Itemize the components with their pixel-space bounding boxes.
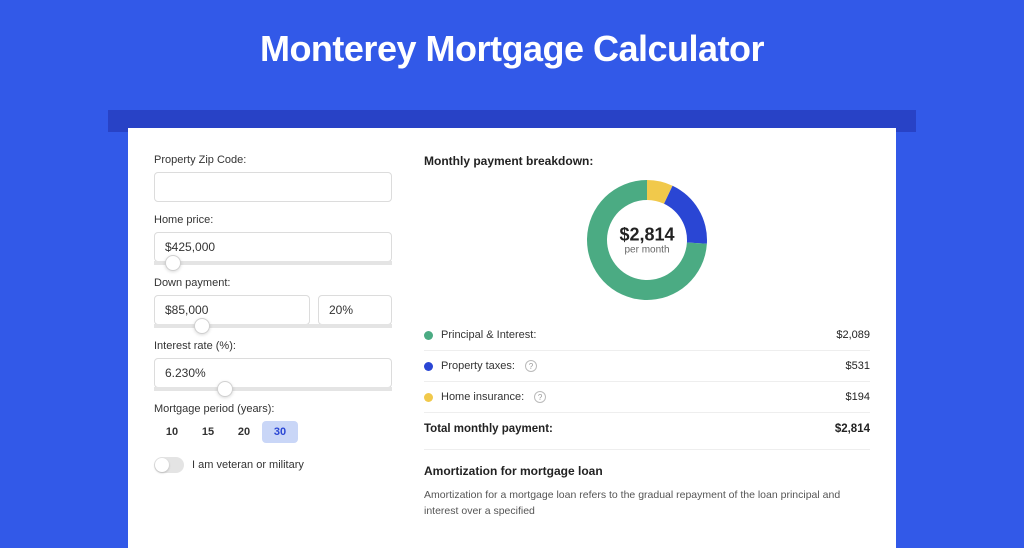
legend-list: Principal & Interest: $2,089 Property taxe…	[424, 320, 870, 412]
donut-amount: $2,814	[619, 225, 674, 246]
period-field-group: Mortgage period (years): 10152030	[154, 403, 406, 443]
legend-dot	[424, 393, 433, 402]
donut-center: $2,814 per month	[619, 225, 674, 256]
interest-rate-slider-thumb[interactable]	[217, 381, 233, 397]
total-row: Total monthly payment: $2,814	[424, 412, 870, 449]
home-price-field-group: Home price:	[154, 214, 406, 265]
period-option-15[interactable]: 15	[190, 421, 226, 443]
zip-input[interactable]	[154, 172, 392, 202]
home-price-label: Home price:	[154, 214, 406, 226]
donut-chart: $2,814 per month	[585, 178, 709, 302]
interest-rate-slider[interactable]	[154, 387, 392, 391]
down-payment-field-group: Down payment:	[154, 277, 406, 328]
home-price-slider[interactable]	[154, 261, 392, 265]
veteran-toggle-row: I am veteran or military	[154, 457, 406, 473]
legend-dot	[424, 362, 433, 371]
form-column: Property Zip Code: Home price: Down paym…	[128, 128, 406, 548]
period-option-20[interactable]: 20	[226, 421, 262, 443]
down-payment-slider-thumb[interactable]	[194, 318, 210, 334]
period-option-30[interactable]: 30	[262, 421, 298, 443]
legend-dot	[424, 331, 433, 340]
veteran-toggle-label: I am veteran or military	[192, 459, 304, 471]
amortization-text: Amortization for a mortgage loan refers …	[424, 488, 870, 520]
period-options: 10152030	[154, 421, 406, 443]
down-payment-pct-input[interactable]	[318, 295, 392, 325]
calculator-card: Property Zip Code: Home price: Down paym…	[128, 128, 896, 548]
period-label: Mortgage period (years):	[154, 403, 406, 415]
donut-chart-wrap: $2,814 per month	[424, 178, 870, 302]
legend-value: $194	[846, 391, 870, 403]
legend-row: Principal & Interest: $2,089	[424, 320, 870, 351]
interest-rate-input[interactable]	[154, 358, 392, 388]
legend-value: $2,089	[836, 329, 870, 341]
page-title: Monterey Mortgage Calculator	[0, 0, 1024, 90]
total-label: Total monthly payment:	[424, 423, 553, 435]
breakdown-title: Monthly payment breakdown:	[424, 154, 870, 168]
down-payment-slider[interactable]	[154, 324, 392, 328]
legend-label: Principal & Interest:	[441, 329, 536, 341]
legend-label: Property taxes:	[441, 360, 515, 372]
legend-row: Home insurance:? $194	[424, 382, 870, 412]
legend-row: Property taxes:? $531	[424, 351, 870, 382]
home-price-slider-thumb[interactable]	[165, 255, 181, 271]
breakdown-column: Monthly payment breakdown: $2,814 per mo…	[406, 128, 896, 548]
interest-rate-label: Interest rate (%):	[154, 340, 406, 352]
donut-subtext: per month	[619, 245, 674, 256]
zip-label: Property Zip Code:	[154, 154, 406, 166]
down-payment-amount-input[interactable]	[154, 295, 310, 325]
period-option-10[interactable]: 10	[154, 421, 190, 443]
info-icon[interactable]: ?	[534, 391, 546, 403]
veteran-toggle[interactable]	[154, 457, 184, 473]
legend-label: Home insurance:	[441, 391, 524, 403]
toggle-knob	[155, 458, 169, 472]
info-icon[interactable]: ?	[525, 360, 537, 372]
legend-value: $531	[846, 360, 870, 372]
down-payment-label: Down payment:	[154, 277, 406, 289]
interest-rate-field-group: Interest rate (%):	[154, 340, 406, 391]
zip-field-group: Property Zip Code:	[154, 154, 406, 202]
amortization-title: Amortization for mortgage loan	[424, 449, 870, 478]
home-price-input[interactable]	[154, 232, 392, 262]
total-value: $2,814	[835, 423, 870, 435]
